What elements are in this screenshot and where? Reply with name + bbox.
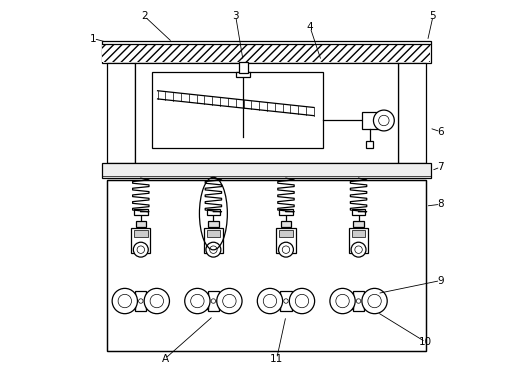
Circle shape xyxy=(336,294,349,308)
Circle shape xyxy=(112,288,138,314)
Bar xyxy=(131,228,150,253)
Bar xyxy=(107,180,425,351)
Bar xyxy=(135,220,146,227)
Bar xyxy=(128,293,135,309)
Circle shape xyxy=(150,294,164,308)
Bar xyxy=(225,299,228,303)
Text: 1: 1 xyxy=(90,34,97,44)
Circle shape xyxy=(279,242,294,257)
Bar xyxy=(152,299,156,303)
Circle shape xyxy=(282,246,290,254)
Circle shape xyxy=(289,288,315,314)
Circle shape xyxy=(373,110,395,131)
Bar xyxy=(135,63,398,163)
Circle shape xyxy=(368,294,381,308)
Text: A: A xyxy=(161,354,168,364)
Text: 11: 11 xyxy=(270,354,284,364)
Circle shape xyxy=(356,299,361,303)
Bar xyxy=(370,299,373,303)
Text: 8: 8 xyxy=(437,199,444,209)
Bar xyxy=(135,291,147,311)
Bar xyxy=(102,44,431,63)
Bar xyxy=(134,230,148,237)
Circle shape xyxy=(263,294,277,308)
Circle shape xyxy=(144,288,169,314)
Text: 6: 6 xyxy=(437,127,444,136)
Text: 10: 10 xyxy=(419,337,432,347)
Bar xyxy=(219,293,226,309)
Bar xyxy=(281,220,291,227)
Bar xyxy=(207,230,220,237)
Bar xyxy=(107,63,135,163)
Bar xyxy=(279,230,293,237)
Circle shape xyxy=(379,115,389,126)
Bar xyxy=(353,220,364,227)
Bar xyxy=(134,209,148,214)
Bar xyxy=(102,41,431,44)
Bar xyxy=(102,163,431,178)
Bar xyxy=(292,293,299,309)
Bar xyxy=(147,293,154,309)
Circle shape xyxy=(362,288,387,314)
Bar xyxy=(362,112,378,129)
Circle shape xyxy=(222,294,236,308)
Bar xyxy=(204,228,223,253)
Bar xyxy=(352,230,365,237)
Bar xyxy=(208,220,219,227)
Bar xyxy=(297,299,301,303)
Circle shape xyxy=(355,246,362,254)
Text: 4: 4 xyxy=(307,22,313,33)
Bar xyxy=(279,209,293,214)
Bar xyxy=(271,299,275,303)
Circle shape xyxy=(191,294,204,308)
Bar xyxy=(207,209,220,214)
Circle shape xyxy=(351,242,366,257)
Bar xyxy=(276,228,296,253)
Bar xyxy=(273,293,280,309)
Bar xyxy=(349,228,368,253)
Bar xyxy=(236,72,250,76)
Circle shape xyxy=(206,242,221,257)
Text: 7: 7 xyxy=(437,162,444,172)
Circle shape xyxy=(139,299,143,303)
Bar xyxy=(364,293,372,309)
Bar xyxy=(200,293,208,309)
Circle shape xyxy=(330,288,355,314)
Bar xyxy=(344,299,347,303)
Circle shape xyxy=(137,246,144,254)
Text: 5: 5 xyxy=(430,11,436,21)
Text: 9: 9 xyxy=(437,276,444,285)
Circle shape xyxy=(217,288,242,314)
Bar xyxy=(199,299,202,303)
Circle shape xyxy=(185,288,210,314)
Bar xyxy=(102,45,430,62)
Bar xyxy=(208,291,219,311)
Text: 3: 3 xyxy=(233,11,239,21)
Bar xyxy=(280,291,292,311)
Text: 2: 2 xyxy=(141,11,148,21)
Bar xyxy=(398,63,425,163)
Circle shape xyxy=(118,294,132,308)
Bar xyxy=(152,72,323,148)
Bar xyxy=(126,299,129,303)
Bar xyxy=(107,180,425,351)
Bar xyxy=(346,293,353,309)
Circle shape xyxy=(210,246,217,254)
Circle shape xyxy=(258,288,282,314)
Bar xyxy=(353,291,364,311)
Circle shape xyxy=(284,299,288,303)
Bar xyxy=(352,209,365,214)
Circle shape xyxy=(295,294,309,308)
Circle shape xyxy=(211,299,216,303)
Bar xyxy=(366,141,373,148)
Bar xyxy=(239,62,247,73)
Circle shape xyxy=(133,242,148,257)
